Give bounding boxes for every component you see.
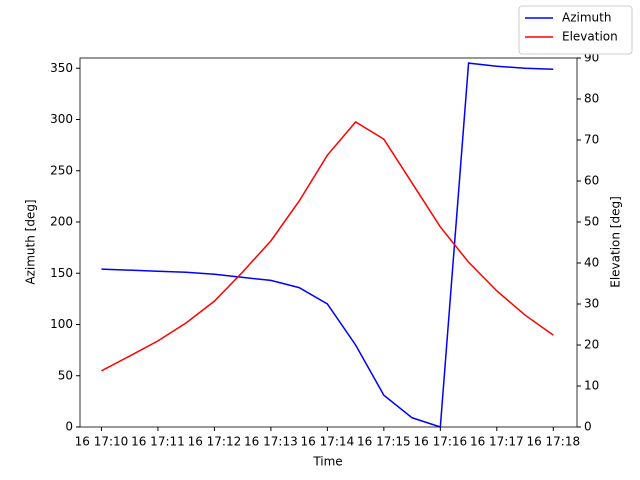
x-tick-label: 16 17:17 (470, 435, 524, 449)
y2-tick-label: 30 (584, 297, 599, 311)
x-tick-label: 16 17:15 (357, 435, 411, 449)
plot-frame (79, 57, 578, 428)
x-tick-label: 16 17:12 (188, 435, 242, 449)
y-tick-label: 50 (58, 368, 73, 382)
y2-tick-label: 80 (584, 92, 599, 106)
y-axis-label: Azimuth [deg] (24, 199, 38, 284)
y-tick-label: 200 (50, 215, 73, 229)
legend-label: Azimuth (562, 11, 611, 25)
y-tick-label: 250 (50, 163, 73, 177)
x-tick-label: 16 17:14 (301, 435, 355, 449)
y-tick-label: 350 (50, 61, 73, 75)
y2-tick-label: 20 (584, 338, 599, 352)
x-tick-label: 16 17:13 (244, 435, 298, 449)
line-series (101, 62, 554, 429)
legend-label: Elevation (562, 30, 618, 44)
y2-tick-label: 70 (584, 133, 599, 147)
y-tick-label: 300 (50, 112, 73, 126)
y-tick-label: 0 (65, 420, 73, 434)
x-tick-label: 16 17:18 (526, 435, 580, 449)
y-tick-label: 100 (50, 317, 73, 331)
x-tick-label: 16 17:10 (75, 435, 129, 449)
y2-axis-label: Elevation [deg] (609, 196, 623, 288)
x-tick-label: 16 17:16 (413, 435, 467, 449)
y2-tick-label: 50 (584, 215, 599, 229)
y2-tick-label: 60 (584, 174, 599, 188)
line-series (101, 120, 554, 372)
y2-tick-label: 40 (584, 256, 599, 270)
y2-tick-label: 0 (584, 420, 592, 434)
y2-tick-label: 10 (584, 379, 599, 393)
y-tick-label: 150 (50, 266, 73, 280)
x-axis-label: Time (312, 455, 342, 469)
x-tick-label: 16 17:11 (131, 435, 185, 449)
